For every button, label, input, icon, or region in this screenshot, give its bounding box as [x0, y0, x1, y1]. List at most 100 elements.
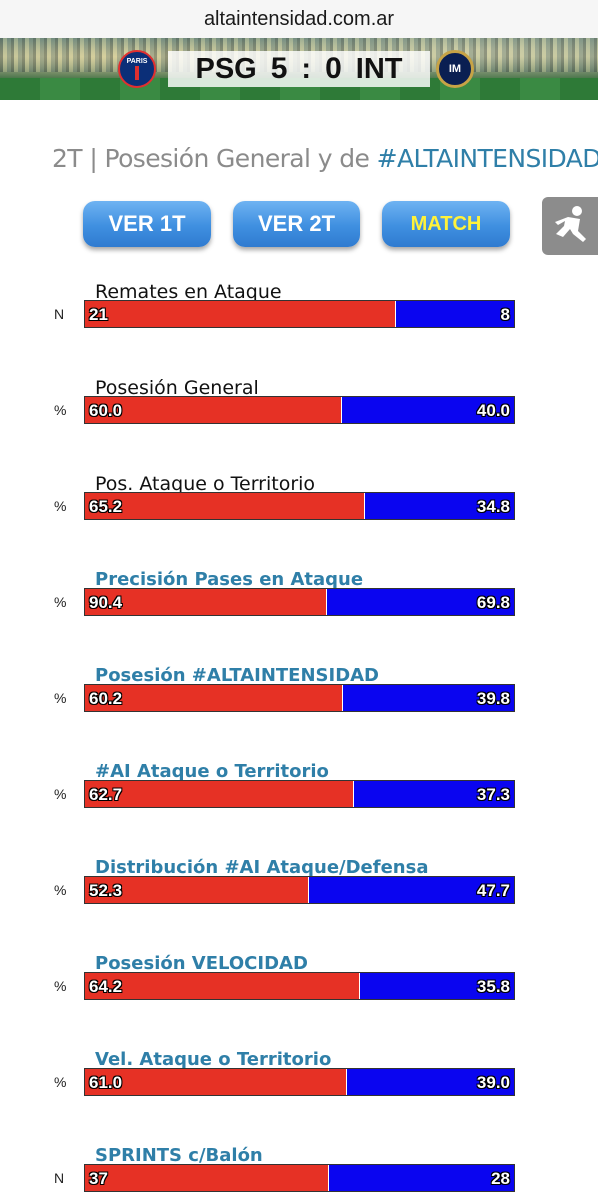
home-value: 62.7: [89, 785, 123, 804]
stat-label: Distribución #AI Ataque/Defensa: [95, 857, 429, 878]
home-value: 60.2: [89, 689, 123, 708]
stat-bar: 61.0 39.0: [84, 1068, 515, 1096]
ver-2t-button[interactable]: VER 2T: [233, 201, 360, 247]
away-value: 8: [500, 305, 510, 324]
away-bar: 39.8: [343, 685, 514, 711]
stat-label: Posesión General: [95, 377, 259, 399]
home-value: 64.2: [89, 977, 123, 996]
home-bar: 60.2: [85, 685, 344, 711]
stat-row: Posesión General% 60.0 40.0: [0, 377, 598, 427]
home-team: PSG: [195, 52, 257, 85]
score-separator: :: [301, 52, 312, 85]
stat-row: Precisión Pases en Ataque% 90.4 69.8: [0, 569, 598, 619]
stat-bar: 64.2 35.8: [84, 972, 515, 1000]
away-value: 37.3: [476, 785, 510, 804]
url-text: altaintensidad.com.ar: [203, 7, 395, 30]
away-bar: 69.8: [326, 589, 514, 615]
stat-bar: 65.2 34.8: [84, 492, 515, 520]
home-value: 52.3: [89, 881, 123, 900]
home-score: 5: [270, 52, 288, 85]
inter-crest-text: IM: [448, 63, 462, 75]
home-value: 65.2: [89, 497, 123, 516]
stat-unit: N: [54, 306, 65, 322]
stat-unit: %: [54, 978, 67, 994]
inter-crest-icon: IM: [436, 50, 474, 88]
stat-label: Posesión #ALTAINTENSIDAD: [95, 665, 380, 686]
stat-label: SPRINTS c/Balón: [95, 1145, 263, 1166]
away-value: 69.8: [476, 593, 510, 612]
away-value: 39.8: [476, 689, 510, 708]
away-team: INT: [355, 52, 403, 85]
stat-bar: 52.3 47.7: [84, 876, 515, 904]
home-bar: 90.4: [85, 589, 327, 615]
page-title-prefix: 2T | Posesión General y de: [52, 144, 377, 173]
away-value: 47.7: [476, 881, 510, 900]
away-value: 34.8: [476, 497, 510, 516]
away-bar: 37.3: [353, 781, 514, 807]
home-bar: 64.2: [85, 973, 361, 999]
stat-row: Remates en Ataque N 21 8: [0, 281, 598, 331]
home-value: 90.4: [89, 593, 123, 612]
stat-bar: 62.7 37.3: [84, 780, 515, 808]
stat-unit: %: [54, 1074, 67, 1090]
stat-row: #AI Ataque o Territorio% 62.7 37.3: [0, 761, 598, 811]
psg-crest-icon: PARIS: [118, 50, 156, 88]
stat-row: Pos. Ataque o Territorio% 65.2 34.8: [0, 473, 598, 523]
psg-crest-text: PARIS: [126, 58, 148, 65]
stat-unit: %: [54, 402, 67, 418]
away-value: 35.8: [476, 977, 510, 996]
stat-unit: %: [54, 498, 67, 514]
away-bar: 34.8: [364, 493, 514, 519]
away-score: 0: [325, 52, 342, 85]
home-bar: 21: [85, 301, 396, 327]
home-bar: 52.3: [85, 877, 310, 903]
away-value: 40.0: [476, 401, 510, 420]
stat-bar: 90.4 69.8: [84, 588, 515, 616]
away-value: 28: [491, 1169, 510, 1188]
home-value: 37: [89, 1169, 108, 1188]
away-bar: 28: [329, 1165, 514, 1191]
stat-row: Vel. Ataque o Territorio% 61.0 39.0: [0, 1049, 598, 1099]
away-bar: 39.0: [346, 1069, 514, 1095]
home-bar: 62.7: [85, 781, 354, 807]
scoreboard: PSG 5 : 0 INT: [168, 51, 430, 87]
stat-unit: %: [54, 690, 67, 706]
home-bar: 60.0: [85, 397, 343, 423]
stat-unit: %: [54, 882, 67, 898]
home-bar: 61.0: [85, 1069, 347, 1095]
away-bar: 8: [395, 301, 514, 327]
match-banner: PARIS PSG 5 : 0 INT IM: [0, 38, 598, 100]
stat-bar: 37 28: [84, 1164, 515, 1192]
home-bar: 37: [85, 1165, 330, 1191]
stat-label: Pos. Ataque o Territorio: [95, 473, 316, 495]
page-title-highlight: #ALTAINTENSIDAD: [376, 144, 598, 173]
stat-bar: 60.2 39.8: [84, 684, 515, 712]
stat-label: Vel. Ataque o Territorio: [95, 1049, 332, 1070]
stat-unit: %: [54, 786, 67, 802]
away-bar: 47.7: [309, 877, 514, 903]
browser-url-bar[interactable]: altaintensidad.com.ar: [0, 0, 598, 38]
stat-unit: %: [54, 594, 67, 610]
home-value: 61.0: [89, 1073, 123, 1092]
stat-unit: N: [54, 1170, 65, 1186]
away-value: 39.0: [476, 1073, 510, 1092]
stat-bar: 60.0 40.0: [84, 396, 515, 424]
stat-label: Posesión VELOCIDAD: [95, 953, 308, 974]
home-value: 60.0: [89, 401, 123, 420]
home-value: 21: [89, 305, 108, 324]
stat-label: #AI Ataque o Territorio: [95, 761, 329, 782]
stat-row: Distribución #AI Ataque/Defensa% 52.3 47.7: [0, 857, 598, 907]
match-button[interactable]: MATCH: [382, 201, 510, 247]
stat-row: Posesión VELOCIDAD% 64.2 35.8: [0, 953, 598, 1003]
ver-1t-button[interactable]: VER 1T: [83, 201, 211, 247]
away-bar: 35.8: [360, 973, 514, 999]
stat-row: SPRINTS c/Balón N 37 28: [0, 1145, 598, 1195]
sprinter-icon[interactable]: [542, 197, 598, 255]
stat-label: Precisión Pases en Ataque: [95, 569, 364, 590]
stat-bar: 21 8: [84, 300, 515, 328]
page-title: 2T | Posesión General y de #ALTAINTENSID…: [52, 144, 598, 173]
stat-label: Remates en Ataque: [95, 281, 282, 303]
away-bar: 40.0: [342, 397, 514, 423]
home-bar: 65.2: [85, 493, 365, 519]
stat-row: Posesión #ALTAINTENSIDAD% 60.2 39.8: [0, 665, 598, 715]
